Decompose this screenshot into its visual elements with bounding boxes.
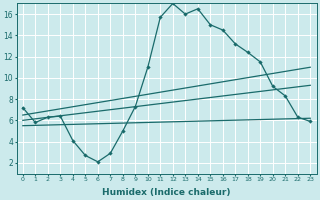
- X-axis label: Humidex (Indice chaleur): Humidex (Indice chaleur): [102, 188, 231, 197]
